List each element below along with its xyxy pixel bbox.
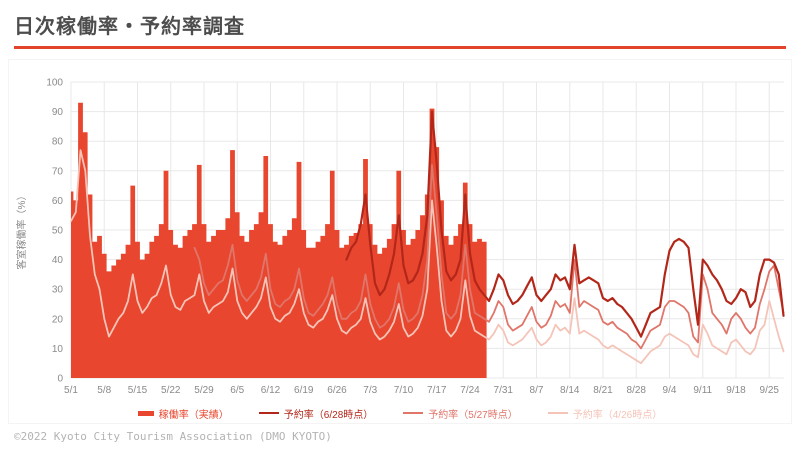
x-tick-label: 8/21 [593, 385, 613, 396]
page-title: 日次稼働率・予約率調査 [14, 16, 245, 38]
x-tick-label: 6/5 [230, 385, 244, 396]
legend-label: 予約率（6/28時点） [283, 409, 374, 421]
legend-swatch [137, 410, 154, 416]
x-tick-label: 9/25 [760, 385, 780, 396]
legend-item: 予約率（6/28時点） [258, 406, 374, 421]
x-tick-label: 9/18 [726, 385, 746, 396]
x-tick-label: 5/29 [194, 385, 214, 396]
y-tick-label: 30 [52, 285, 64, 296]
x-tick-label: 6/26 [327, 385, 347, 396]
x-tick-label: 7/17 [427, 385, 447, 396]
area-series [71, 102, 487, 378]
legend-item: 予約率（5/27時点） [403, 406, 518, 421]
x-tick-label: 7/3 [363, 385, 377, 396]
x-tick-label: 9/11 [693, 385, 712, 396]
y-tick-label: 90 [52, 107, 64, 118]
y-tick-label: 60 [52, 196, 64, 207]
x-tick-label: 7/31 [494, 385, 514, 396]
y-tick-label: 50 [52, 226, 64, 237]
line-series [70, 149, 785, 365]
legend-item: 予約率（4/26時点） [547, 406, 663, 421]
legend-swatch [258, 412, 279, 414]
y-tick-label: 0 [57, 374, 63, 385]
legend-label: 予約率（5/27時点） [428, 409, 518, 421]
x-tick-label: 9/4 [663, 385, 677, 396]
legend-label: 稼働率（実績） [158, 409, 229, 421]
title-divider [14, 46, 786, 49]
line-series [193, 164, 785, 350]
x-tick-label: 8/14 [560, 385, 580, 396]
y-tick-label: 40 [52, 255, 64, 266]
x-tick-label: 5/22 [161, 385, 181, 396]
legend-swatch [403, 412, 424, 414]
y-tick-label: 10 [52, 344, 64, 355]
occupancy-chart: 0 10 20 30 40 50 60 70 80 90 100 5/1 5/8 5/15 5/22 5/29… [15, 78, 785, 396]
y-axis-title: 客室稼働率（%） [15, 191, 28, 270]
legend-swatch [547, 412, 568, 414]
x-tick-label: 6/12 [261, 385, 281, 396]
legend-item: 稼働率（実績） [137, 406, 229, 421]
y-tick-label: 100 [46, 78, 63, 89]
y-tick-label: 80 [52, 137, 64, 148]
x-tick-label: 5/1 [64, 385, 78, 396]
x-tick-label: 7/10 [394, 385, 414, 396]
x-tick-label: 8/7 [530, 385, 544, 396]
x-tick-label: 8/28 [627, 385, 647, 396]
x-tick-label: 5/8 [97, 385, 111, 396]
x-tick-label: 6/19 [294, 385, 314, 396]
legend-label: 予約率（4/26時点） [572, 409, 663, 421]
chart-legend: 稼働率（実績） 予約率（6/28時点） 予約率（5/27時点） 予約率（4/26時点） [9, 403, 791, 423]
y-tick-label: 20 [52, 314, 64, 325]
chart-card: 0 10 20 30 40 50 60 70 80 90 100 5/1 5/8 5/15 5/22 5/29… [8, 59, 792, 424]
line-series [345, 110, 785, 338]
page-header: 日次稼働率・予約率調査 [0, 0, 800, 49]
copyright-text: ©2022 Kyoto City Tourism Association (DM… [14, 430, 332, 443]
x-tick-label: 7/24 [460, 385, 480, 396]
x-tick-label: 5/15 [128, 385, 148, 396]
y-tick-label: 70 [52, 166, 64, 177]
